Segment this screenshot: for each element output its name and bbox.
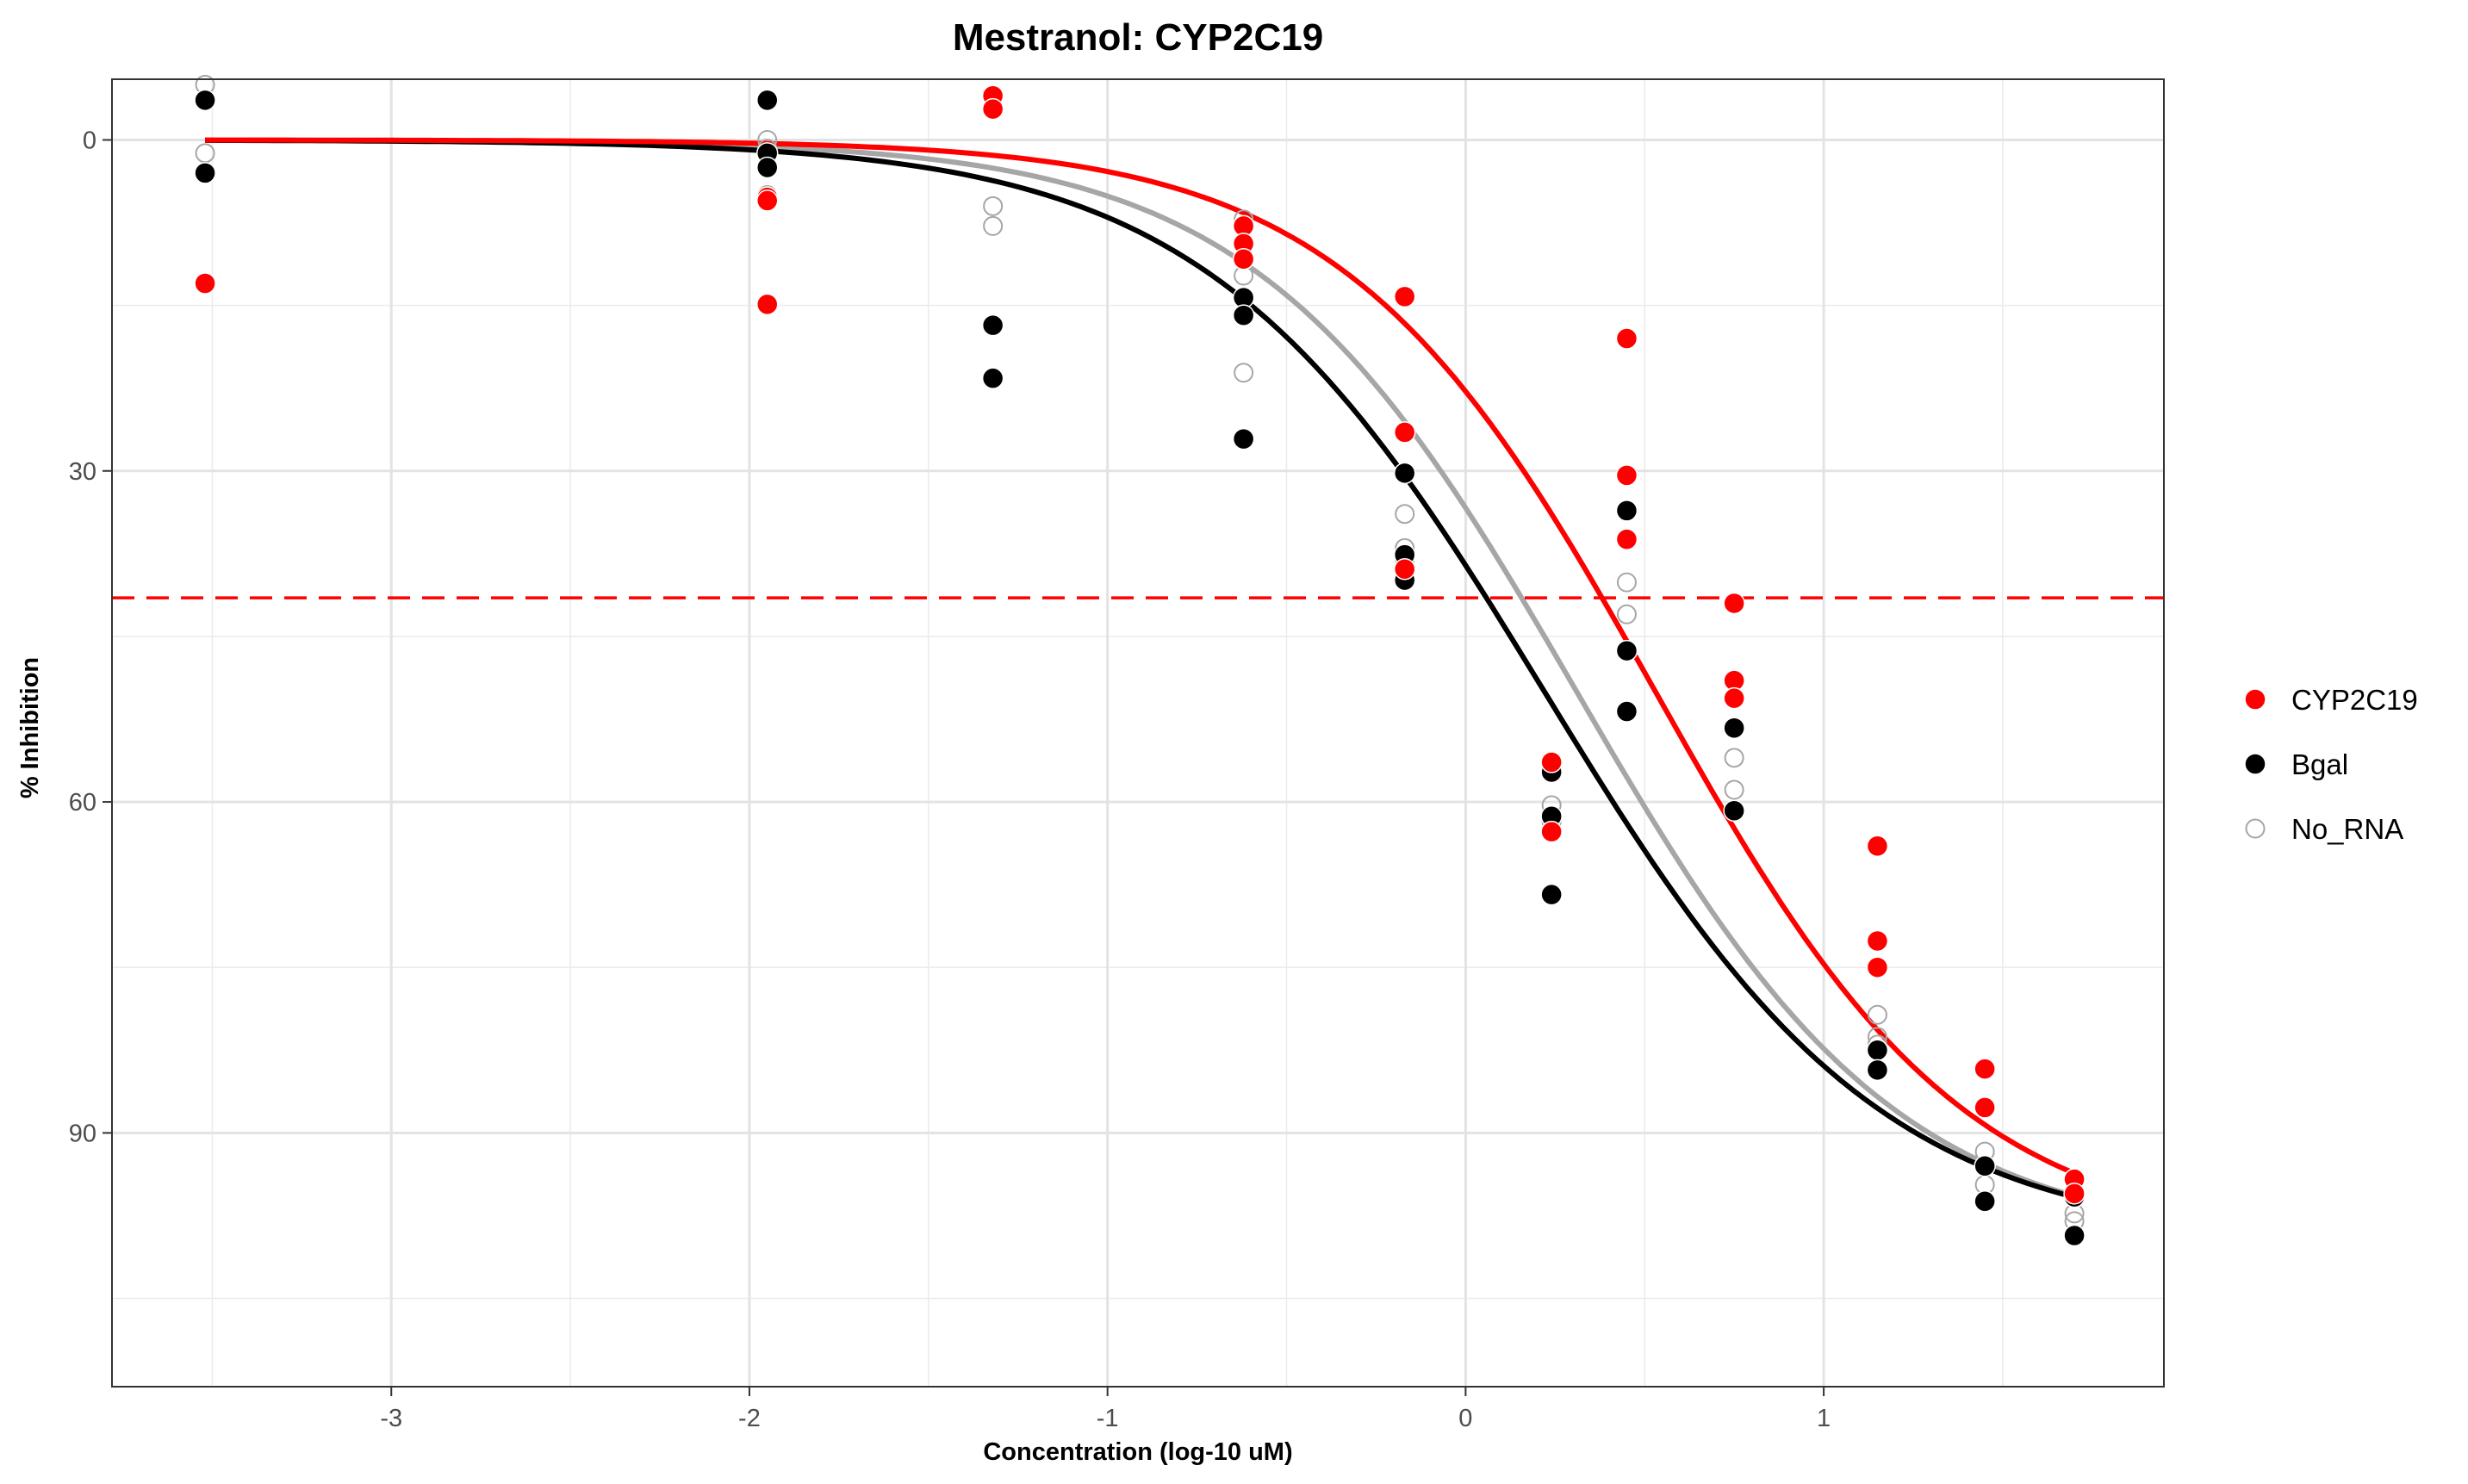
data-point-cyp2c19 xyxy=(1866,929,1889,953)
data-point-no-rna xyxy=(1395,504,1415,525)
data-point-bgal xyxy=(755,89,779,112)
data-point-cyp2c19 xyxy=(194,272,216,295)
y-tick-label: 30 xyxy=(69,458,96,486)
x-axis-title: Concentration (log-10 uM) xyxy=(983,1438,1292,1466)
data-point-cyp2c19 xyxy=(1866,956,1889,978)
data-point-cyp2c19 xyxy=(1540,751,1563,773)
data-point-cyp2c19 xyxy=(1615,464,1638,487)
data-point-cyp2c19 xyxy=(1615,528,1638,550)
y-tick-label: 0 xyxy=(83,127,96,154)
axis-ticks: -3 -2 -1 0 1 0 30 60 90 xyxy=(69,127,1831,1432)
data-point-cyp2c19 xyxy=(1615,327,1638,350)
data-point-bgal xyxy=(1615,500,1638,522)
data-point-cyp2c19 xyxy=(1974,1058,1996,1080)
data-point-bgal xyxy=(1866,1059,1889,1082)
x-tick-label: -1 xyxy=(1097,1405,1119,1432)
data-point-cyp2c19 xyxy=(1393,285,1416,308)
data-points xyxy=(194,74,2086,1247)
data-point-bgal xyxy=(1232,427,1255,450)
data-point-bgal xyxy=(755,156,779,179)
data-point-no-rna xyxy=(1616,572,1637,593)
legend-key-cyp2c19 xyxy=(2244,688,2266,711)
y-tick-label: 90 xyxy=(69,1120,96,1147)
data-point-cyp2c19 xyxy=(981,97,1004,121)
data-point-bgal xyxy=(1974,1155,1996,1177)
data-point-no-rna xyxy=(1616,604,1637,624)
legend-label-bgal: Bgal xyxy=(2291,748,2348,780)
data-point-bgal xyxy=(1723,799,1745,823)
data-point-bgal xyxy=(981,367,1004,389)
data-point-bgal xyxy=(194,89,216,112)
data-point-cyp2c19 xyxy=(1540,820,1563,843)
data-point-no-rna xyxy=(1724,748,1744,768)
data-point-cyp2c19 xyxy=(1974,1096,1996,1119)
y-tick-label: 60 xyxy=(69,789,96,817)
x-tick-label: 0 xyxy=(1458,1405,1472,1432)
x-tick-label: 1 xyxy=(1817,1405,1831,1432)
data-point-bgal xyxy=(194,162,216,184)
legend-key-bgal xyxy=(2244,753,2266,775)
fitted-curves xyxy=(205,137,2076,1200)
data-point-no-rna xyxy=(983,215,1004,236)
data-point-cyp2c19 xyxy=(1232,248,1255,270)
legend-key-no-rna xyxy=(2245,818,2266,839)
data-point-bgal xyxy=(1232,304,1255,326)
x-tick-label: -3 xyxy=(380,1405,402,1432)
legend-label-no-rna: No_RNA xyxy=(2291,813,2403,845)
data-point-bgal xyxy=(1615,639,1638,662)
fit-curve-cyp2c19 xyxy=(205,137,2076,1177)
data-point-cyp2c19 xyxy=(1393,558,1416,581)
data-point-cyp2c19 xyxy=(1723,686,1745,710)
data-point-no-rna xyxy=(1867,1004,1887,1025)
data-point-bgal xyxy=(1866,1039,1889,1062)
data-point-cyp2c19 xyxy=(1723,592,1745,615)
data-point-bgal xyxy=(1974,1190,1996,1213)
legend: CYP2C19 Bgal No_RNA xyxy=(2244,684,2418,845)
data-point-bgal xyxy=(1615,700,1638,723)
y-axis-title: % Inhibition xyxy=(16,657,44,798)
data-point-bgal xyxy=(1540,883,1563,906)
data-point-no-rna xyxy=(1724,779,1744,800)
chart-title: Mestranol: CYP2C19 xyxy=(953,16,1323,59)
data-point-bgal xyxy=(1723,717,1745,739)
data-point-bgal xyxy=(981,314,1004,337)
data-point-cyp2c19 xyxy=(755,293,779,316)
data-point-bgal xyxy=(1393,462,1416,485)
plot-panel-border xyxy=(111,78,2165,1388)
data-point-cyp2c19 xyxy=(755,189,779,212)
legend-label-cyp2c19: CYP2C19 xyxy=(2291,684,2418,716)
x-tick-label: -2 xyxy=(738,1405,761,1432)
data-point-bgal xyxy=(2063,1224,2086,1247)
data-point-cyp2c19 xyxy=(1866,835,1889,858)
data-point-no-rna xyxy=(983,196,1004,216)
data-point-no-rna xyxy=(1234,363,1254,383)
data-point-cyp2c19 xyxy=(2063,1183,2086,1205)
data-point-cyp2c19 xyxy=(1393,421,1416,444)
